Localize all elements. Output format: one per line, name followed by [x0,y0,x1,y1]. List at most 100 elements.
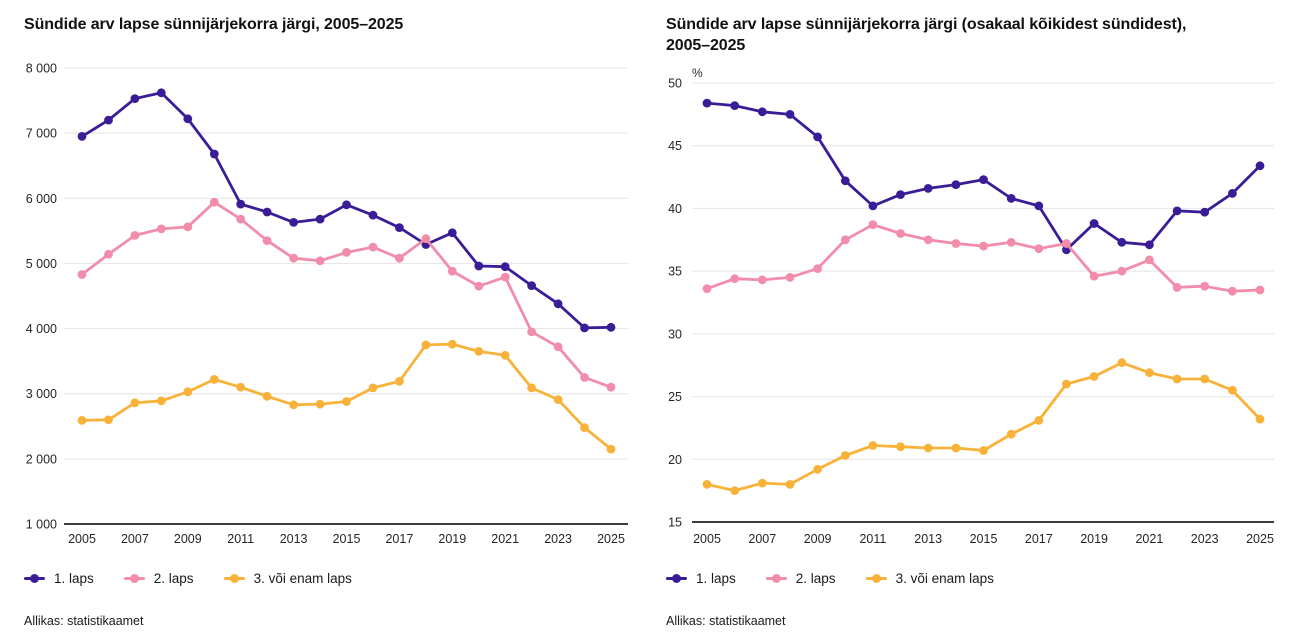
data-point-3-v-i-enam-laps-2021[interactable] [1145,368,1154,378]
data-point-1-laps-2023[interactable] [553,299,563,309]
data-point-3-v-i-enam-laps-2008[interactable] [156,396,166,406]
data-point-3-v-i-enam-laps-2024[interactable] [1228,386,1237,395]
data-point-2-laps-2019[interactable] [447,266,457,276]
data-point-3-v-i-enam-laps-2011[interactable] [236,382,246,392]
data-point-2-laps-2013[interactable] [289,253,298,263]
data-point-1-laps-2023[interactable] [1200,208,1210,217]
data-point-2-laps-2023[interactable] [1200,282,1210,291]
data-point-3-v-i-enam-laps-2007[interactable] [757,478,767,488]
data-point-1-laps-2006[interactable] [104,115,113,125]
data-point-2-laps-2020[interactable] [1117,266,1127,276]
data-point-2-laps-2022[interactable] [527,327,536,337]
data-point-3-v-i-enam-laps-2023[interactable] [553,395,563,405]
data-point-3-v-i-enam-laps-2019[interactable] [447,339,457,349]
data-point-2-laps-2008[interactable] [156,224,166,234]
data-point-3-v-i-enam-laps-2012[interactable] [262,392,272,401]
data-point-3-v-i-enam-laps-2007[interactable] [130,398,140,408]
data-point-2-laps-2024[interactable] [580,373,589,382]
data-point-2-laps-2011[interactable] [236,214,246,224]
data-point-2-laps-2014[interactable] [315,256,325,266]
data-point-3-v-i-enam-laps-2010[interactable] [840,451,850,461]
data-point-2-laps-2020[interactable] [474,281,484,291]
data-point-2-laps-2007[interactable] [130,231,140,240]
data-point-1-laps-2015[interactable] [342,200,351,210]
data-point-3-v-i-enam-laps-2023[interactable] [1200,374,1210,384]
data-point-2-laps-2010[interactable] [840,235,850,245]
data-point-1-laps-2012[interactable] [896,190,905,200]
data-point-1-laps-2012[interactable] [262,207,272,217]
data-point-3-v-i-enam-laps-2019[interactable] [1089,372,1099,382]
data-point-2-laps-2005[interactable] [77,270,87,280]
data-point-1-laps-2019[interactable] [447,228,457,238]
data-point-1-laps-2010[interactable] [209,149,219,159]
data-point-3-v-i-enam-laps-2009[interactable] [183,387,193,397]
data-point-1-laps-2008[interactable] [156,88,166,98]
data-point-1-laps-2011[interactable] [236,199,246,209]
data-point-3-v-i-enam-laps-2005[interactable] [77,416,87,425]
data-point-1-laps-2022[interactable] [1172,206,1182,216]
data-point-1-laps-2014[interactable] [315,214,325,224]
data-point-2-laps-2012[interactable] [262,236,272,246]
data-point-2-laps-2009[interactable] [813,264,822,274]
data-point-2-laps-2015[interactable] [979,241,988,251]
data-point-1-laps-2021[interactable] [500,262,510,272]
data-point-1-laps-2011[interactable] [868,201,878,211]
data-point-3-v-i-enam-laps-2020[interactable] [474,347,484,356]
data-point-3-v-i-enam-laps-2014[interactable] [315,399,325,409]
data-point-3-v-i-enam-laps-2013[interactable] [289,400,298,410]
data-point-3-v-i-enam-laps-2021[interactable] [500,351,510,360]
data-point-2-laps-2006[interactable] [730,274,740,284]
data-point-3-v-i-enam-laps-2008[interactable] [785,480,795,490]
data-point-2-laps-2017[interactable] [1034,244,1044,254]
data-point-3-v-i-enam-laps-2024[interactable] [580,423,589,433]
data-point-2-laps-2008[interactable] [785,273,795,283]
data-point-2-laps-2021[interactable] [500,272,510,282]
data-point-1-laps-2024[interactable] [580,323,589,333]
data-point-3-v-i-enam-laps-2022[interactable] [527,383,536,393]
data-point-2-laps-2010[interactable] [209,197,219,207]
data-point-1-laps-2024[interactable] [1228,189,1237,199]
data-point-2-laps-2017[interactable] [395,253,404,263]
data-point-1-laps-2021[interactable] [1145,240,1154,250]
data-point-1-laps-2020[interactable] [474,261,484,271]
data-point-1-laps-2017[interactable] [395,223,404,233]
data-point-1-laps-2020[interactable] [1117,238,1127,247]
data-point-2-laps-2015[interactable] [342,248,351,257]
data-point-1-laps-2017[interactable] [1034,201,1044,211]
data-point-1-laps-2025[interactable] [1255,161,1265,171]
data-point-3-v-i-enam-laps-2011[interactable] [868,441,878,451]
data-point-1-laps-2015[interactable] [979,175,988,185]
data-point-3-v-i-enam-laps-2015[interactable] [979,446,988,456]
data-point-2-laps-2021[interactable] [1145,255,1154,265]
data-point-2-laps-2016[interactable] [368,242,378,252]
data-point-2-laps-2022[interactable] [1172,283,1182,293]
legend-item-3-voi-enam-laps[interactable]: 3. või enam laps [865,571,994,586]
data-point-3-v-i-enam-laps-2009[interactable] [813,465,822,474]
data-point-1-laps-2025[interactable] [606,323,616,332]
data-point-1-laps-2013[interactable] [289,218,298,227]
data-point-2-laps-2009[interactable] [183,222,193,232]
data-point-1-laps-2005[interactable] [77,132,87,141]
data-point-2-laps-2018[interactable] [421,234,431,244]
data-point-3-v-i-enam-laps-2006[interactable] [730,486,740,496]
data-point-1-laps-2007[interactable] [130,94,140,104]
data-point-1-laps-2013[interactable] [923,184,933,194]
data-point-2-laps-2012[interactable] [896,229,905,239]
data-point-2-laps-2023[interactable] [553,342,563,352]
legend-item-2-laps[interactable]: 2. laps [123,571,194,586]
data-point-1-laps-2010[interactable] [840,176,850,186]
data-point-1-laps-2009[interactable] [183,114,193,124]
legend-item-3-voi-enam-laps[interactable]: 3. või enam laps [223,571,352,586]
data-point-1-laps-2009[interactable] [813,132,822,142]
data-point-1-laps-2016[interactable] [368,210,378,220]
data-point-2-laps-2007[interactable] [757,275,767,285]
data-point-3-v-i-enam-laps-2025[interactable] [606,444,616,454]
data-point-1-laps-2022[interactable] [527,281,536,291]
data-point-2-laps-2013[interactable] [923,235,933,245]
data-point-2-laps-2025[interactable] [1255,285,1265,295]
data-point-2-laps-2019[interactable] [1089,272,1099,281]
data-point-3-v-i-enam-laps-2012[interactable] [896,442,905,452]
data-point-3-v-i-enam-laps-2016[interactable] [1006,430,1016,439]
data-point-3-v-i-enam-laps-2017[interactable] [1034,416,1044,426]
data-point-1-laps-2016[interactable] [1006,194,1016,204]
